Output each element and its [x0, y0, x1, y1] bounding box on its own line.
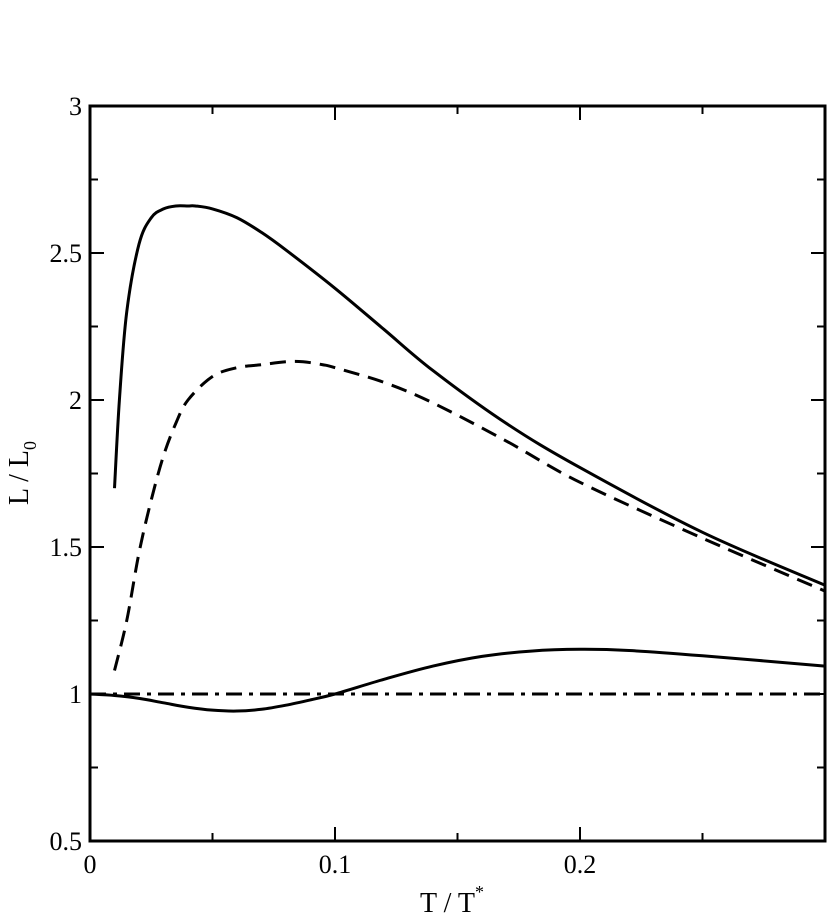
- x-axis-label-main: T / T: [420, 888, 475, 918]
- y-axis-label-main: L / L: [4, 450, 35, 505]
- x-tick-label: 0.2: [564, 850, 597, 879]
- plot-frame: [88, 104, 827, 843]
- axis-ticks: [89, 105, 825, 842]
- x-tick-label: 0: [84, 850, 97, 879]
- y-tick-label: 3: [69, 92, 82, 121]
- y-tick-label: 1.5: [50, 533, 83, 562]
- series-line-1-solid: [113, 204, 826, 587]
- y-axis-label: L / L0: [4, 441, 40, 505]
- tick-labels: 0 0.1 0.2 0.5 1 1.5 2 2.5 3: [50, 92, 597, 879]
- series-group: [89, 204, 826, 713]
- series-line-2-dashed: [113, 359, 826, 671]
- y-axis-label-subscript: 0: [20, 441, 40, 450]
- x-axis-label: T / T*: [420, 882, 484, 918]
- y-tick-label: 0.5: [50, 827, 83, 856]
- y-tick-label: 2: [69, 386, 82, 415]
- x-axis-label-superscript: *: [475, 882, 484, 902]
- x-tick-label: 0.1: [319, 850, 352, 879]
- y-tick-label: 2.5: [50, 239, 83, 268]
- series-line-3-solid: [89, 647, 826, 713]
- y-tick-label: 1: [69, 680, 82, 709]
